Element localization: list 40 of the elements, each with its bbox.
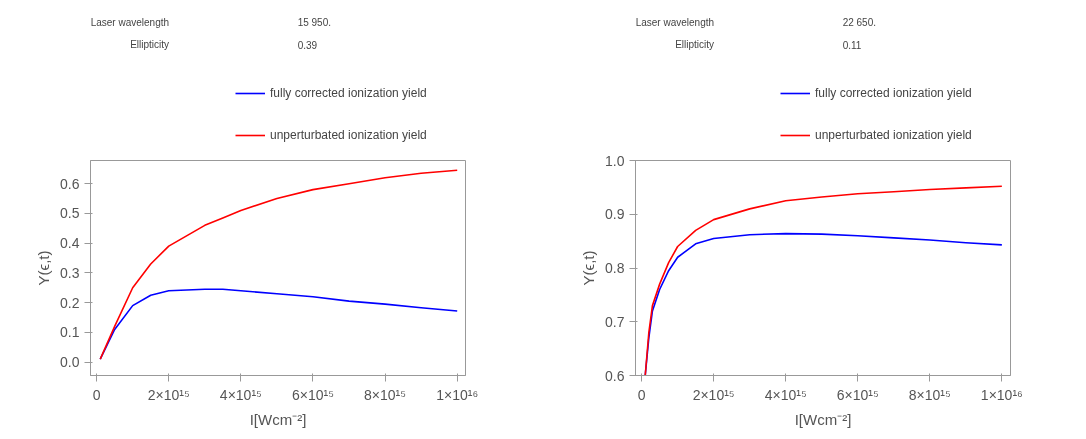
y-tick-label: 0.9 (605, 206, 625, 223)
text: 0.39 (297, 39, 318, 51)
legend-label: fully corrected ionization yield (270, 86, 427, 100)
y-tick-label: 0.6 (60, 175, 80, 192)
x-tick-label: 0 (637, 386, 646, 403)
x-tick-label: 4×10¹⁵ (219, 386, 262, 403)
x-axis-title: I[Wcm⁻²] (249, 410, 307, 428)
text: Ellipticity (675, 39, 715, 50)
text: Laser wavelength (90, 17, 170, 28)
text: 22 650. (842, 17, 877, 28)
y-tick-label: 0.5 (60, 205, 80, 222)
y-tick-label: 0.6 (605, 367, 625, 384)
x-tick-label: 8×10¹⁵ (364, 386, 407, 403)
y-axis-title: Y(ϵ,t) (35, 250, 53, 286)
text: 15 950. (297, 17, 332, 28)
x-axis-title: I[Wcm⁻²] (794, 410, 852, 428)
y-tick-label: 0.7 (605, 313, 625, 330)
y-axis-title: Y(ϵ,t) (580, 250, 598, 286)
x-tick-label: 1×10¹⁶ (436, 386, 479, 403)
y-tick-label: 0.4 (60, 235, 80, 252)
x-tick-label: 0 (92, 386, 101, 403)
x-tick-label: 4×10¹⁵ (764, 386, 807, 403)
y-tick-label: 0.3 (60, 264, 80, 281)
y-tick-label: 0.0 (60, 354, 80, 371)
x-tick-label: 8×10¹⁵ (908, 386, 951, 403)
text: 0.11 (842, 39, 862, 51)
x-tick-label: 2×10¹⁵ (692, 386, 735, 403)
x-tick-label: 2×10¹⁵ (147, 386, 190, 403)
y-tick-label: 0.2 (60, 294, 80, 311)
legend-label: fully corrected ionization yield (815, 86, 972, 100)
x-tick-label: 1×10¹⁶ (980, 386, 1023, 403)
y-tick-label: 0.8 (605, 260, 625, 276)
x-tick-label: 6×10¹⁵ (291, 386, 334, 403)
legend-label: unperturbated ionization yield (270, 128, 427, 142)
y-tick-label: 1.0 (605, 152, 625, 169)
x-tick-label: 6×10¹⁵ (836, 386, 879, 403)
text: Laser wavelength (635, 17, 715, 28)
legend-label: unperturbated ionization yield (815, 128, 972, 142)
y-tick-label: 0.1 (60, 324, 80, 341)
text: Ellipticity (130, 39, 170, 50)
